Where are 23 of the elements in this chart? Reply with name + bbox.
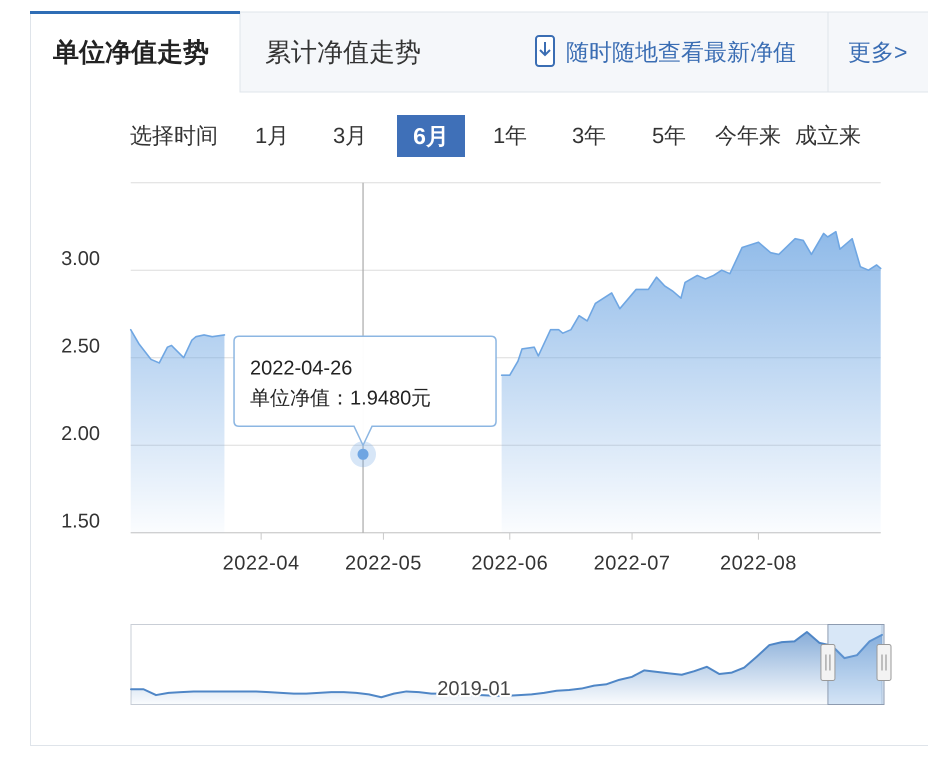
text: 1月 xyxy=(255,123,290,148)
x-tick-label: 2022-05 xyxy=(344,552,422,575)
text: 1年 xyxy=(493,123,528,148)
text: 今年来 xyxy=(715,123,781,148)
text: 5年 xyxy=(652,123,686,148)
x-tick-label: 2022-07 xyxy=(594,552,671,575)
y-tick-label: 2.00 xyxy=(61,423,100,446)
y-tick-label: 2.50 xyxy=(61,336,100,358)
x-tick-label: 2022-08 xyxy=(720,552,797,575)
annotation: 2022-04-26 单位净值：1.9480元 xyxy=(250,357,432,410)
x-tick-label: 2022-06 xyxy=(471,552,548,575)
x-tick-label: 2022-04 xyxy=(222,552,300,575)
y-tick-label: 1.50 xyxy=(61,510,100,533)
text: 更多> xyxy=(848,39,908,65)
text: 累计净值走势 xyxy=(265,37,421,67)
text: 选择时间 xyxy=(130,123,218,148)
text: 成立来 xyxy=(795,123,861,148)
text: 3月 xyxy=(333,123,368,148)
y-tick-label: 3.00 xyxy=(61,248,100,270)
text: 6月 xyxy=(413,123,449,149)
text: 3年 xyxy=(572,123,606,148)
text: 随时随地查看最新净值 xyxy=(566,39,796,65)
chart-title: 单位净值走势 xyxy=(52,37,209,67)
